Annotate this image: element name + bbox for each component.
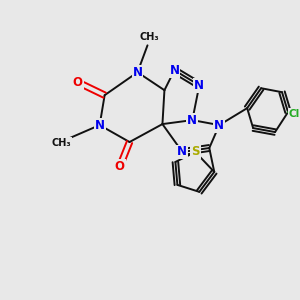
Text: O: O bbox=[115, 160, 124, 173]
Text: N: N bbox=[95, 118, 105, 132]
Text: S: S bbox=[191, 146, 200, 158]
Text: N: N bbox=[187, 114, 197, 127]
Text: N: N bbox=[133, 66, 142, 79]
Text: N: N bbox=[214, 118, 224, 132]
Text: N: N bbox=[177, 146, 188, 158]
Text: CH₃: CH₃ bbox=[52, 138, 72, 148]
Text: N: N bbox=[169, 64, 179, 77]
Text: Cl: Cl bbox=[288, 109, 300, 119]
Text: N: N bbox=[194, 79, 204, 92]
Text: O: O bbox=[73, 76, 83, 89]
Text: CH₃: CH₃ bbox=[140, 32, 159, 42]
